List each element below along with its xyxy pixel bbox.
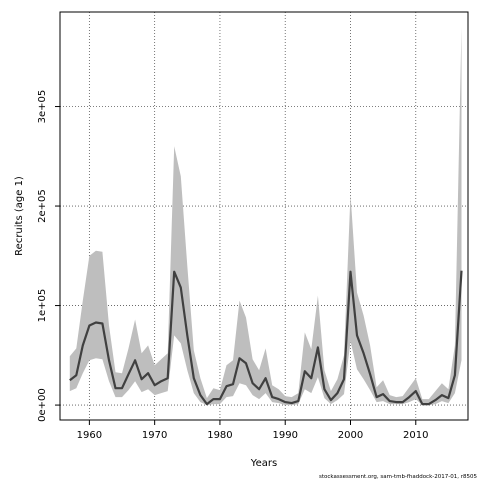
y-axis: 0e+00 1e+05 2e+05 3e+05 [37, 90, 60, 422]
plot-frame [59, 11, 469, 421]
y-axis-title: Recruits (age 1) [14, 176, 25, 256]
y-tick-label: 1e+05 [37, 289, 48, 323]
x-tick-label: 2010 [403, 430, 428, 441]
x-tick-label: 1970 [142, 430, 167, 441]
grid-lines [60, 12, 468, 420]
x-tick-label: 1960 [77, 430, 102, 441]
confidence-band [69, 26, 462, 406]
x-axis-title: Years [250, 458, 277, 469]
x-tick-label: 2000 [338, 430, 363, 441]
x-axis: 1960 1970 1980 1990 2000 2010 [77, 420, 429, 441]
y-tick-label: 3e+05 [37, 90, 48, 124]
x-tick-label: 1980 [207, 430, 232, 441]
estimate-line [69, 270, 463, 406]
confidence-band-layer [69, 26, 462, 406]
x-tick-label: 1990 [272, 430, 297, 441]
estimate-line-layer [69, 270, 463, 406]
y-tick-label: 2e+05 [37, 189, 48, 223]
y-tick-label: 0e+00 [37, 388, 48, 422]
source-footnote: stockassessment.org, sam-tmb-fhaddock-20… [319, 474, 478, 480]
